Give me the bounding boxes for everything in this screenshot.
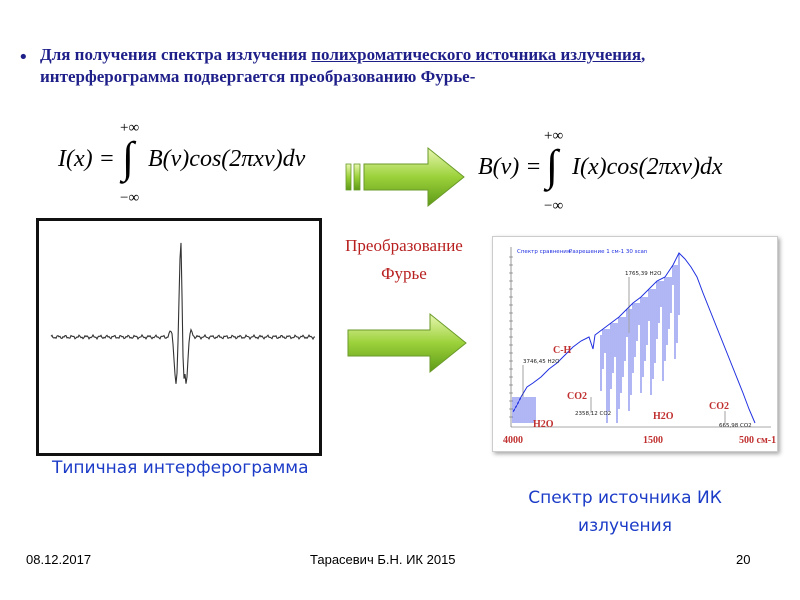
spectrum-plot [509,247,771,428]
fourier-label-line1: Преобразование [345,236,463,255]
bullet-marker: • [18,47,29,68]
formula-left-integrand: B(v)cos(2πxv)dv [148,146,306,172]
spectrum-figure: Спектр сравнения. Разрешение 1 см-1 30 s… [492,236,778,452]
band-label-co2-right: CO2 [709,401,729,412]
spectrum-caption-line2: излучения [578,516,672,536]
striped-arrow-icon [345,146,465,208]
formula-left-integral-sign: ∫ [122,133,135,182]
formula-left-lhs: I(x) = [58,146,115,172]
fourier-label-line2: Фурье [381,264,427,283]
formula-right-lower-limit: −∞ [544,198,564,214]
spectrum-caption: Спектр источника ИК излучения [500,484,750,540]
formula-right-integral-sign: ∫ [546,141,559,190]
bullet-underlined-term: полихроматического источника излучения [311,45,642,64]
x-tick-1500: 1500 [643,435,663,446]
band-label-h2o-mid: H2O [653,411,674,422]
interferogram-caption: Типичная интерферограмма [52,458,309,478]
band-label-co2-left: CO2 [567,391,587,402]
footer-date: 08.12.2017 [26,552,92,567]
formula-left-lower-limit: −∞ [120,190,140,206]
spectrum-co2b-point-label: 665,98 CO2 [719,423,752,429]
spectrum-co2-point-label: 2358,12 CO2 [575,411,612,417]
spectrum-ch-point-label: 3746,45 H2O [523,359,560,365]
x-tick-4000: 4000 [503,435,523,446]
fourier-transform-label: Преобразование Фурье [334,232,474,288]
spectrum-header-left: Спектр сравнения. [517,249,572,255]
band-label-ch: C-H [553,345,572,356]
band-label-h2o-left: H2O [533,419,554,430]
formula-right-integrand: I(x)cos(2πxv)dx [572,154,723,180]
bullet-text-start: Для получения спектра излучения [40,45,312,64]
formula-right-lhs: B(v) = [478,154,542,180]
spectrum-header-right: Разрешение 1 см-1 30 scan [569,249,648,255]
footer-page-number: 20 [736,552,751,567]
interferogram-trace [50,242,316,384]
bullet-text: Для получения спектра излучения полихром… [40,44,760,88]
arrow-right-icon [347,312,467,374]
bullet-text-end: , интерферограмма подвергается преобразо… [40,45,646,86]
formula-right-upper-limit: +∞ [544,128,564,144]
footer-author: Тарасевич Б.Н. ИК 2015 [310,552,456,567]
interferogram-figure [36,218,322,456]
x-tick-500: 500 см-1 [739,435,777,446]
spectrum-peak-label: 1765,39 H2O [625,271,662,277]
formula-left-upper-limit: +∞ [120,120,140,136]
spectrum-caption-line1: Спектр источника ИК [528,488,722,508]
